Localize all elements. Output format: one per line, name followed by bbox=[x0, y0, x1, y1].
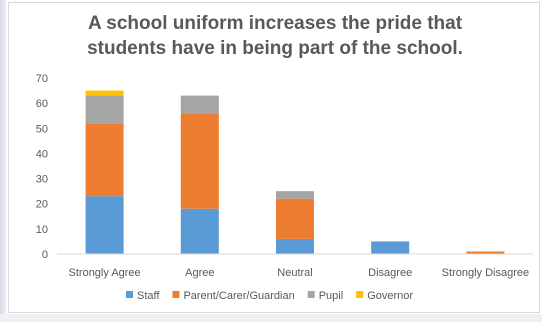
bar-strongly-agree-governor bbox=[85, 90, 124, 96]
y-axis-ticks: 0 10 20 30 40 50 60 70 bbox=[36, 73, 48, 261]
bar-disagree-staff bbox=[371, 241, 410, 254]
x-tick-label-strongly-agree: Strongly Agree bbox=[69, 267, 141, 279]
left-edge-shading bbox=[0, 0, 6, 322]
y-tick-label-60: 60 bbox=[36, 98, 48, 110]
legend-swatch-governor bbox=[356, 291, 364, 298]
bar-neutral-parent-carer-guardian bbox=[276, 198, 314, 239]
x-axis-ticks: Strongly Agree Agree Neutral Disagree Strong… bbox=[69, 267, 530, 279]
legend-label-pupil: Pupil bbox=[319, 290, 343, 302]
legend-label-governor: Governor bbox=[367, 290, 413, 302]
y-tick-label-0: 0 bbox=[42, 249, 48, 261]
chart-title-line-2: students have in being part of the schoo… bbox=[87, 38, 463, 59]
y-tick-label-20: 20 bbox=[36, 199, 48, 211]
bar-strongly-disagree-parent-carer-guardian bbox=[466, 251, 505, 254]
y-tick-label-30: 30 bbox=[36, 174, 48, 186]
bottom-edge-shading bbox=[0, 314, 542, 322]
bar-agree-parent-carer-guardian bbox=[180, 113, 219, 209]
bar-agree-pupil bbox=[180, 95, 219, 114]
chart-frame: A school uniform increases the pride tha… bbox=[8, 2, 540, 313]
y-tick-label-50: 50 bbox=[36, 123, 48, 135]
stacked-bar-chart: A school uniform increases the pride tha… bbox=[36, 13, 533, 302]
bar-strongly-agree-pupil bbox=[85, 95, 124, 124]
bar-strongly-agree-parent-carer-guardian bbox=[85, 123, 124, 197]
x-tick-label-disagree: Disagree bbox=[368, 267, 412, 279]
legend-swatch-staff bbox=[126, 291, 133, 298]
y-tick-label-70: 70 bbox=[36, 73, 48, 85]
legend-label-parent-carer-guardian: Parent/Carer/Guardian bbox=[183, 290, 294, 302]
bar-stacks bbox=[85, 90, 505, 254]
bar-agree-staff bbox=[180, 208, 219, 254]
bar-neutral-staff bbox=[276, 238, 314, 254]
legend: Staff Parent/Carer/Guardian Pupil Governor bbox=[126, 290, 413, 302]
x-tick-label-strongly-disagree: Strongly Disagree bbox=[442, 267, 529, 279]
legend-swatch-pupil bbox=[307, 291, 315, 298]
x-tick-label-agree: Agree bbox=[185, 267, 214, 279]
bar-strongly-agree-staff bbox=[85, 196, 124, 254]
chart-title-line-1: A school uniform increases the pride tha… bbox=[88, 13, 463, 34]
x-tick-label-neutral: Neutral bbox=[277, 267, 312, 279]
legend-label-staff: Staff bbox=[137, 290, 160, 302]
y-tick-label-40: 40 bbox=[36, 148, 48, 160]
legend-swatch-parent-carer-guardian bbox=[172, 291, 180, 298]
bar-neutral-pupil bbox=[276, 191, 314, 199]
y-tick-label-10: 10 bbox=[36, 224, 48, 236]
